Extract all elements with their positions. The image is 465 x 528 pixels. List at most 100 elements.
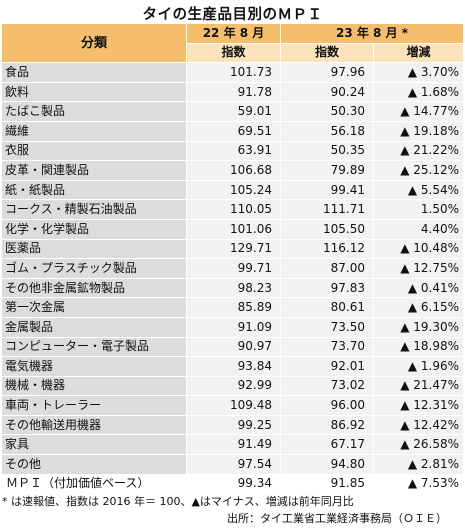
row-change-cell: ▲ 12.31%	[372, 395, 465, 416]
row-index-2023-cell: 90.24	[280, 81, 374, 103]
mpi-table: 分類 22 年 8 月 23 年 8 月 * 指数 指数 増減 食品 101.73…	[1, 22, 465, 495]
row-category-cell: 車両・トレーラー	[1, 395, 187, 416]
row-change-cell: 1.50%	[372, 199, 465, 220]
row-change-cell: ▲ 2.81%	[372, 454, 465, 475]
row-index-2022-cell: 129.71	[186, 238, 281, 260]
row-index-2023-cell: 111.71	[280, 199, 374, 220]
row-index-2023-cell: 97.96	[280, 62, 374, 83]
table-row: 第一次金属 85.89 80.61 ▲ 6.15%	[1, 297, 465, 318]
row-change-cell: ▲ 3.70%	[372, 62, 465, 83]
row-category-cell: コークス・精製石油製品	[1, 199, 187, 220]
table-row: コークス・精製石油製品 110.05 111.71 1.50%	[1, 199, 465, 220]
row-index-2023-cell: 99.41	[280, 179, 374, 201]
row-index-2022-cell: 91.09	[186, 316, 281, 338]
row-index-2022-cell: 59.01	[186, 101, 281, 122]
table-row: 金属製品 91.09 73.50 ▲ 19.30%	[1, 316, 465, 338]
row-change-cell: ▲ 5.54%	[372, 179, 465, 201]
row-index-2023-cell: 87.00	[280, 258, 374, 279]
row-category-cell: 紙・紙製品	[1, 179, 187, 201]
row-category-cell: 衣服	[1, 140, 187, 162]
footnote: * は速報値、指数は 2016 年＝ 100、▲はマイナス、増減は前年同月比	[2, 495, 354, 508]
header-change: 増減	[372, 42, 465, 64]
row-index-2023-cell: 86.92	[280, 414, 374, 436]
row-index-2023-cell: 50.30	[280, 101, 374, 122]
row-index-2022-cell: 101.06	[186, 218, 281, 240]
row-category-cell: 化学・化学製品	[1, 218, 187, 240]
row-index-2022-cell: 101.73	[186, 62, 281, 83]
table-row: 繊維 69.51 56.18 ▲ 19.18%	[1, 120, 465, 142]
row-index-2022-cell: 99.25	[186, 414, 281, 436]
table-title: タイの生産品目別のＭＰＩ	[142, 7, 323, 23]
table-row: ゴム・プラスチック製品 99.71 87.00 ▲ 12.75%	[1, 258, 465, 279]
row-change-cell: ▲ 1.68%	[372, 81, 465, 103]
row-index-2022-cell: 99.71	[186, 258, 281, 279]
row-category-cell: 電気機器	[1, 356, 187, 377]
row-index-2023-cell: 105.50	[280, 218, 374, 240]
row-index-2023-cell: 94.80	[280, 454, 374, 475]
row-index-2023-cell: 97.83	[280, 277, 374, 299]
row-change-cell: ▲ 21.22%	[372, 140, 465, 162]
row-category-cell: その他非金属鉱物製品	[1, 277, 187, 299]
table-row: 皮革・関連製品 106.68 79.89 ▲ 25.12%	[1, 160, 465, 181]
row-index-2023-cell: 96.00	[280, 395, 374, 416]
table-row: 食品 101.73 97.96 ▲ 3.70%	[1, 62, 465, 83]
table-row: 飲料 91.78 90.24 ▲ 1.68%	[1, 81, 465, 103]
row-change-cell: ▲ 1.96%	[372, 356, 465, 377]
row-index-2023-cell: 91.85	[280, 473, 374, 495]
row-category-cell: 第一次金属	[1, 297, 187, 318]
row-index-2022-cell: 63.91	[186, 140, 281, 162]
row-change-cell: ▲ 25.12%	[372, 160, 465, 181]
row-category-cell: 飲料	[1, 81, 187, 103]
row-category-cell: 家具	[1, 434, 187, 456]
header-index-2023: 指数	[280, 42, 374, 64]
row-index-2022-cell: 110.05	[186, 199, 281, 220]
mpi-total-row: ＭＰＩ（付加価値ベース） 99.34 91.85 ▲ 7.53%	[1, 473, 465, 495]
table-body: 食品 101.73 97.96 ▲ 3.70% 飲料 91.78 90.24 ▲ 1.68% た…	[1, 62, 465, 495]
row-change-cell: ▲ 0.41%	[372, 277, 465, 299]
row-index-2022-cell: 91.49	[186, 434, 281, 456]
row-category-cell: 食品	[1, 62, 187, 83]
row-index-2022-cell: 92.99	[186, 375, 281, 397]
row-category-cell: ＭＰＩ（付加価値ベース）	[1, 473, 187, 495]
header-period-2023: 23 年 8 月 *	[279, 23, 465, 44]
row-index-2022-cell: 99.34	[186, 473, 281, 495]
row-change-cell: ▲ 12.75%	[372, 258, 465, 279]
table-row: 紙・紙製品 105.24 99.41 ▲ 5.54%	[1, 179, 465, 201]
row-change-cell: ▲ 19.30%	[372, 316, 465, 338]
row-category-cell: ゴム・プラスチック製品	[1, 258, 187, 279]
row-category-cell: 繊維	[1, 120, 187, 142]
row-index-2022-cell: 85.89	[186, 297, 281, 318]
source-note: 出所：タイ工業省工業経済事務局（ＯＩＥ）	[227, 512, 447, 525]
row-category-cell: その他輸送用機器	[1, 414, 187, 436]
table-row: 機械・機器 92.99 73.02 ▲ 21.47%	[1, 375, 465, 397]
row-change-cell: ▲ 10.48%	[372, 238, 465, 260]
row-category-cell: たばこ製品	[1, 101, 187, 122]
row-index-2023-cell: 116.12	[280, 238, 374, 260]
row-change-cell: ▲ 12.42%	[372, 414, 465, 436]
table-row: たばこ製品 59.01 50.30 ▲ 14.77%	[1, 101, 465, 122]
row-index-2023-cell: 50.35	[280, 140, 374, 162]
table-row: 電気機器 93.84 92.01 ▲ 1.96%	[1, 356, 465, 377]
row-index-2022-cell: 105.24	[186, 179, 281, 201]
header-category: 分類	[1, 22, 187, 64]
table-row: その他輸送用機器 99.25 86.92 ▲ 12.42%	[1, 414, 465, 436]
row-index-2022-cell: 90.97	[186, 336, 281, 358]
table-row: 家具 91.49 67.17 ▲ 26.58%	[1, 434, 465, 456]
row-index-2022-cell: 93.84	[186, 356, 281, 377]
row-index-2023-cell: 80.61	[280, 297, 374, 318]
row-index-2023-cell: 73.02	[280, 375, 374, 397]
header-index-2022: 指数	[186, 42, 281, 64]
row-category-cell: 皮革・関連製品	[1, 160, 187, 181]
table-row: コンピューター・電子製品 90.97 73.70 ▲ 18.98%	[1, 336, 465, 358]
table-row: 医薬品 129.71 116.12 ▲ 10.48%	[1, 238, 465, 260]
row-index-2023-cell: 67.17	[280, 434, 374, 456]
row-index-2022-cell: 106.68	[186, 160, 281, 181]
row-category-cell: 金属製品	[1, 316, 187, 338]
row-index-2023-cell: 73.50	[280, 316, 374, 338]
row-index-2022-cell: 97.54	[186, 454, 281, 475]
row-change-cell: ▲ 19.18%	[372, 120, 465, 142]
header-row-measures: 指数 指数 増減	[2, 42, 465, 64]
row-index-2023-cell: 56.18	[280, 120, 374, 142]
row-category-cell: コンピューター・電子製品	[1, 336, 187, 358]
table-row: その他非金属鉱物製品 98.23 97.83 ▲ 0.41%	[1, 277, 465, 299]
